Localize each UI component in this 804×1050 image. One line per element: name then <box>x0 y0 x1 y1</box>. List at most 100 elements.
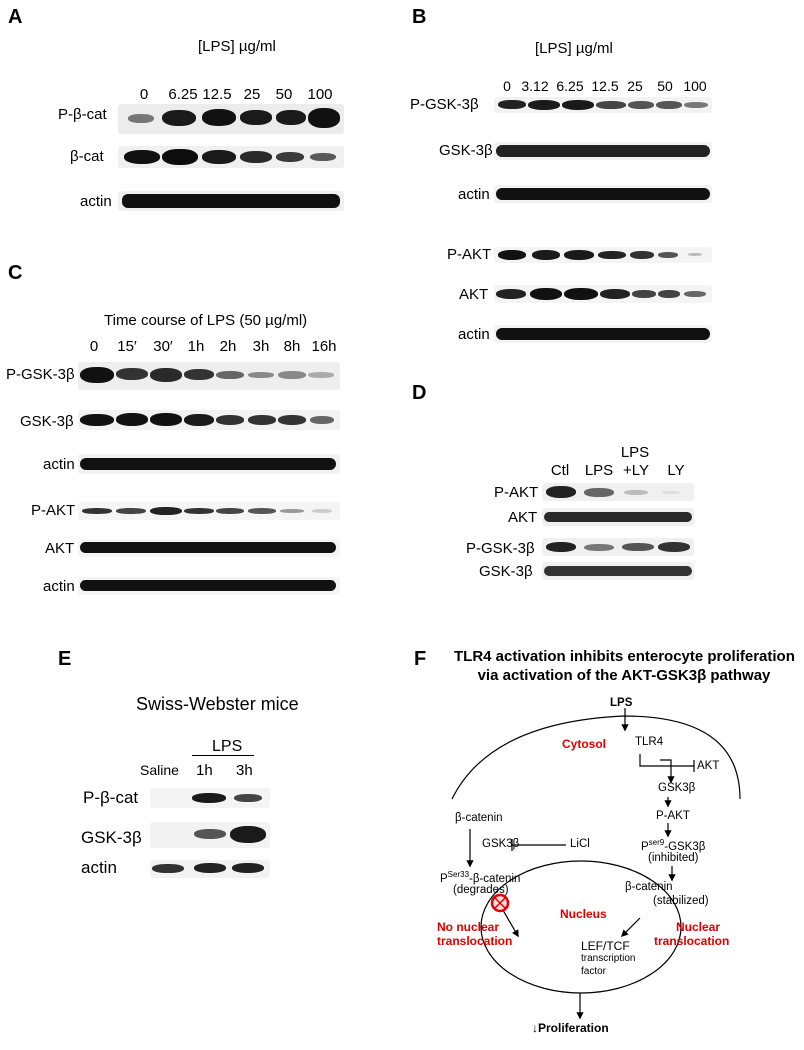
lane-label: 30′ <box>153 338 173 355</box>
label-lps: LPS <box>610 697 633 709</box>
label-nuclear: Nuclear <box>676 920 721 934</box>
blot-c-pakt <box>78 502 340 520</box>
label-no-nuclear-translocation: translocation <box>437 934 513 948</box>
label-cytosol: Cytosol <box>562 737 607 751</box>
lane-label: 15′ <box>117 338 137 355</box>
label-beta-catenin-left: β-catenin <box>455 812 503 824</box>
label-proliferation: ↓Proliferation <box>532 1021 609 1035</box>
blot-d-akt <box>542 508 694 526</box>
label-lef-tcf: LEF/TCF <box>581 939 630 953</box>
panel-e-group: LPS <box>212 738 243 755</box>
blot-c-actin-2 <box>78 577 340 595</box>
lane-label: 50 <box>275 86 293 103</box>
row-label-p-beta-cat: P-β-cat <box>83 788 139 807</box>
panel-e-title: Swiss-Webster mice <box>136 694 299 714</box>
panel-b-header: [LPS] µg/ml <box>535 40 613 57</box>
panel-letter-f: F <box>414 648 427 670</box>
label-beta-catenin-right: β-catenin <box>625 881 673 893</box>
lps-underline <box>192 755 254 756</box>
panel-letter-d: D <box>412 382 427 404</box>
blot-c-akt <box>78 539 340 557</box>
lane-label: Ctl <box>550 462 570 479</box>
blot-a-pbcat <box>118 104 344 134</box>
blot-d-pgsk <box>542 538 694 556</box>
row-label-beta-cat: β-cat <box>70 148 104 165</box>
lane-label: 3.12 <box>521 78 549 94</box>
blot-b-actin-2 <box>494 325 712 343</box>
row-label-gsk3b: GSK-3β <box>81 828 142 847</box>
lane-label: 3h <box>252 338 270 355</box>
row-label-actin: actin <box>80 193 112 210</box>
blot-b-akt <box>494 285 712 303</box>
row-label-p-gsk3b: P-GSK-3β <box>6 366 75 383</box>
lane-label: 8h <box>283 338 301 355</box>
label-p-akt: P-AKT <box>656 810 690 822</box>
label-licl: LiCl <box>570 838 590 850</box>
row-label-p-gsk3b: P-GSK-3β <box>410 96 479 113</box>
cell-membrane <box>451 715 741 800</box>
blot-d-gsk <box>542 562 694 580</box>
row-label-p-akt: P-AKT <box>31 502 76 519</box>
lane-label: 100 <box>307 86 333 103</box>
nucleus-membrane <box>480 860 682 994</box>
label-nucleus: Nucleus <box>560 907 607 921</box>
lane-label: 6.25 <box>168 86 198 103</box>
row-label-akt: AKT <box>45 540 75 557</box>
blot-e-pbcat <box>150 788 270 808</box>
blot-e-actin <box>150 860 270 878</box>
label-p-ser33-beta-catenin: PSer33-β-catenin <box>440 870 521 885</box>
lane-label: 3h <box>236 762 253 779</box>
row-label-akt: AKT <box>508 509 538 526</box>
row-label-gsk3b: GSK-3β <box>439 142 493 159</box>
panel-letter-b: B <box>412 6 427 28</box>
lane-label: 100 <box>683 78 707 94</box>
lane-label: +LY <box>623 462 649 479</box>
label-transcription: transcription <box>581 953 636 964</box>
lane-label: 6.25 <box>556 78 584 94</box>
row-label-gsk3b: GSK-3β <box>20 413 74 430</box>
label-no-nuclear: No nuclear <box>437 920 500 934</box>
lane-label: 2h <box>219 338 237 355</box>
blot-d-pakt <box>542 483 694 501</box>
lane-label: 0 <box>503 78 511 94</box>
diagram-title-line2: via activation of the AKT-GSK3β pathway <box>477 667 771 684</box>
row-label-p-akt: P-AKT <box>494 484 539 501</box>
row-label-p-beta-cat: P-β-cat <box>58 106 107 123</box>
row-label-actin: actin <box>81 858 117 877</box>
blot-c-gsk <box>78 410 340 430</box>
row-label-p-akt: P-AKT <box>447 246 492 263</box>
label-degrades: (degrades) <box>453 884 509 896</box>
label-tlr4: TLR4 <box>635 736 664 748</box>
label-nuclear-translocation: translocation <box>654 934 730 948</box>
lane-label: 12.5 <box>591 78 619 94</box>
label-stabilized: (stabilized) <box>653 895 709 907</box>
blot-b-actin <box>494 185 712 203</box>
row-label-actin-2: actin <box>43 578 75 595</box>
row-label-akt: AKT <box>459 286 489 303</box>
lane-label: 25 <box>627 78 643 94</box>
row-label-actin-2: actin <box>458 326 490 343</box>
panel-letter-c: C <box>8 262 23 284</box>
lane-label: LPS <box>584 462 614 479</box>
lane-label: 12.5 <box>202 86 232 103</box>
blot-a-actin <box>118 191 344 211</box>
label-gsk3b-left: GSK3β <box>482 838 520 850</box>
label-gsk3b-right: GSK3β <box>658 782 696 794</box>
blot-c-actin <box>78 454 340 474</box>
row-label-actin: actin <box>43 456 75 473</box>
blot-b-gsk <box>494 142 712 160</box>
lane-label: 1h <box>187 338 205 355</box>
label-inhibited: (inhibited) <box>648 852 699 864</box>
lane-label: 50 <box>657 78 673 94</box>
panel-letter-e: E <box>58 648 72 670</box>
panel-a-header: [LPS] µg/ml <box>198 38 276 55</box>
row-label-gsk3b: GSK-3β <box>479 563 533 580</box>
lane-label: 1h <box>196 762 213 779</box>
blot-c-pgsk <box>78 362 340 390</box>
lane-label: LPS <box>620 444 650 461</box>
lane-label: Saline <box>140 762 179 778</box>
label-factor: factor <box>581 966 607 977</box>
blot-b-pakt <box>494 247 712 263</box>
label-p-ser9-gsk3b: Pser9-GSK3β <box>641 838 706 853</box>
